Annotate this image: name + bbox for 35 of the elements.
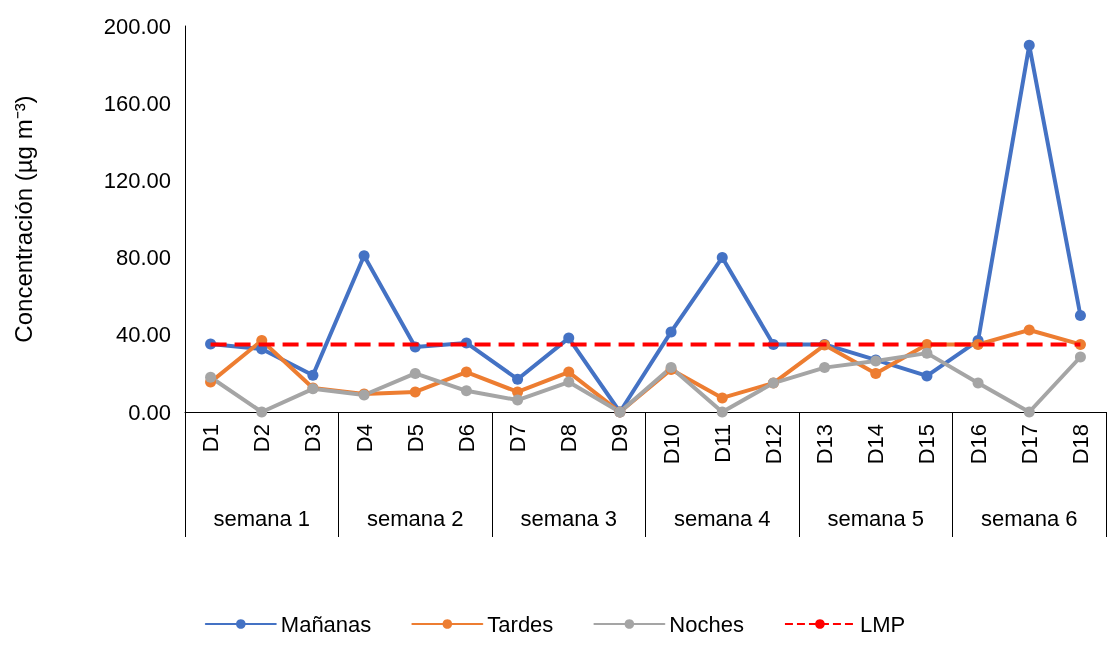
text: semana 2 [366,506,464,532]
x-tick-label: D3 [300,424,326,453]
y-tick-label: 40.00 [115,322,171,348]
x-tick-label: D8 [556,424,582,453]
x-tick-label: D7 [505,424,531,453]
legend-label: LMP [859,611,906,637]
x-tick-label: D2 [249,424,275,453]
x-tick-label: D16 [965,424,991,465]
y-tick-label: 0.00 [128,399,171,425]
text: semana 3 [520,506,618,532]
text: semana 5 [827,506,925,532]
legend-label: Tardes [487,611,554,637]
x-tick-label: D10 [658,424,684,465]
x-tick-label: D14 [863,424,889,465]
y-tick-label: 80.00 [115,245,171,271]
y-axis-title: Concentración (µg m⁻³) [9,95,37,343]
x-tick-label: D13 [812,424,838,465]
x-tick-label: D11 [709,424,735,463]
y-tick-label: 200.00 [103,13,171,39]
text: semana 4 [673,506,771,532]
x-tick-label: D15 [914,424,940,465]
x-tick-label: D9 [607,424,633,453]
text: semana 1 [213,506,311,532]
x-tick-label: D17 [1016,424,1042,465]
x-tick-label: D4 [351,424,377,453]
x-tick-label: D1 [198,424,224,453]
x-tick-label: D12 [760,424,786,465]
x-tick-label: D5 [402,424,428,453]
y-tick-label: 120.00 [103,167,171,193]
x-tick-label: D6 [453,424,479,453]
legend-label: Mañanas [280,611,372,637]
y-tick-label: 160.00 [103,90,171,116]
x-tick-label: D18 [1067,424,1093,465]
text: semana 6 [980,506,1078,532]
legend-label: Noches [669,611,744,637]
